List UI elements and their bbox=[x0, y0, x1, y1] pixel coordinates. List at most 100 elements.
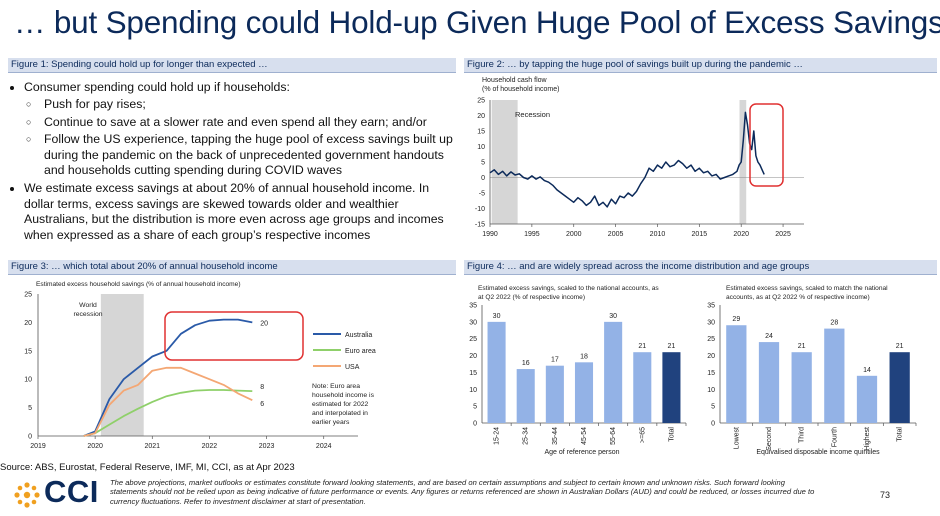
fig4-right-xlabel: Equivalised disposable income quintiles bbox=[756, 449, 880, 456]
fig3-highlight-box bbox=[164, 311, 304, 361]
household-cash-flow-chart: Household cash flow (% of household inco… bbox=[475, 77, 804, 238]
bullet-2-text: We estimate excess savings at about 20% … bbox=[24, 181, 444, 242]
fig2-ylabel-line-1: Household cash flow bbox=[482, 77, 548, 84]
fig2-y-tick-label: 15 bbox=[477, 129, 485, 136]
fig2-x-tick-label: 1995 bbox=[524, 231, 540, 238]
fig4-left-category-label: >=65 bbox=[639, 427, 646, 443]
fig2-x-tick-label: 2005 bbox=[608, 231, 624, 238]
fig4-left-data-label: 16 bbox=[522, 360, 530, 367]
fig4-left-bar bbox=[487, 321, 506, 423]
fig3-x-tick-label: 2023 bbox=[259, 443, 275, 450]
source-note: Source: ABS, Eurostat, Federal Reserve, … bbox=[0, 462, 295, 473]
excess-savings-bar-charts: Estimated excess savings, scaled to the … bbox=[469, 285, 917, 456]
fig4-left-y-tick-label: 0 bbox=[473, 421, 477, 428]
fig3-legend: Australia Euro area USA bbox=[313, 332, 376, 371]
fig3-series-line-euro-area bbox=[83, 389, 253, 437]
fig4-right-y-tick-label: 15 bbox=[707, 370, 715, 377]
disclaimer: The above projections, market outlooks o… bbox=[110, 478, 815, 506]
fig4-right-title-2: accounts, as at Q2 2022 % of respective … bbox=[726, 294, 870, 301]
fig4-right-y-tick-label: 25 bbox=[707, 336, 715, 343]
fig4-left-category-label: 25-34 bbox=[523, 427, 530, 445]
fig4-left-bar bbox=[633, 352, 652, 423]
fig4-right-category-label: Fourth bbox=[831, 427, 838, 447]
slide-title: … but Spending could Hold-up Given Huge … bbox=[14, 4, 940, 40]
fig3-y-tick-label: 5 bbox=[28, 405, 32, 412]
fig4-right-bar bbox=[824, 328, 845, 423]
fig4-left-category-label: 45-54 bbox=[581, 427, 588, 445]
fig3-x-tick-label: 2019 bbox=[30, 443, 46, 450]
fig4-left-data-label: 17 bbox=[551, 357, 559, 364]
fig4-left-y-tick-label: 35 bbox=[469, 303, 477, 310]
fig4-right-bar bbox=[758, 342, 780, 423]
fig4-right-category-label: Third bbox=[799, 427, 806, 443]
fig4-right-category-label: Second bbox=[766, 427, 773, 451]
fig4-right-bar bbox=[856, 375, 878, 423]
fig4-left-data-label: 21 bbox=[668, 343, 676, 350]
fig3-recession-label-2: recession bbox=[73, 311, 102, 318]
fig2-y-tick-label: -5 bbox=[479, 191, 485, 198]
fig2-x-tick-label: 1990 bbox=[482, 231, 498, 238]
fig4-right-data-label: 21 bbox=[798, 343, 806, 350]
figure-3-header: Figure 3: … which total about 20% of ann… bbox=[8, 260, 456, 275]
fig3-y-tick-label: 25 bbox=[24, 292, 32, 299]
figure-1-header: Figure 1: Spending could hold up for lon… bbox=[8, 58, 456, 73]
fig3-note-line-1: Note: Euro area bbox=[312, 383, 360, 390]
fig2-y-tick-label: 5 bbox=[481, 160, 485, 167]
legend-label-euro-area: Euro area bbox=[345, 348, 376, 355]
excess-savings-line-chart: Estimated excess household savings (% of… bbox=[24, 281, 376, 450]
fig4-right-category-label: Lowest bbox=[733, 427, 740, 449]
fig4-right-bar bbox=[791, 352, 812, 423]
fig4-left-bar bbox=[574, 362, 594, 423]
fig3-y-tick-label: 10 bbox=[24, 377, 32, 384]
fig2-y-tick-label: 10 bbox=[477, 144, 485, 151]
fig3-x-tick-label: 2020 bbox=[87, 443, 103, 450]
fig2-highlight-box bbox=[749, 103, 784, 187]
fig3-end-label: 20 bbox=[260, 320, 268, 327]
fig2-y-tick-label: 0 bbox=[481, 175, 485, 182]
fig4-left-bar bbox=[662, 352, 681, 423]
fig3-end-label: 8 bbox=[260, 384, 264, 391]
legend-label-usa: USA bbox=[345, 364, 360, 371]
fig4-left-y-tick-label: 15 bbox=[469, 370, 477, 377]
fig4-right-data-label: 24 bbox=[765, 333, 773, 340]
fig4-left-title-2: at Q2 2022 (% of respective income) bbox=[478, 294, 585, 301]
fig2-x-tick-label: 2015 bbox=[692, 231, 708, 238]
legend-label-australia: Australia bbox=[345, 332, 372, 339]
fig4-right-data-label: 14 bbox=[863, 367, 871, 374]
fig4-left-category-label: 55-64 bbox=[610, 427, 617, 445]
fig4-left-data-label: 18 bbox=[580, 353, 588, 360]
cci-logo-text: CCI bbox=[44, 474, 99, 509]
fig4-right-y-tick-label: 20 bbox=[707, 353, 715, 360]
fig3-x-tick-label: 2021 bbox=[144, 443, 160, 450]
fig2-series-line bbox=[489, 111, 765, 208]
fig4-left-y-tick-label: 5 bbox=[473, 404, 477, 411]
fig4-left-y-tick-label: 30 bbox=[469, 319, 477, 326]
fig3-ylabel: Estimated excess household savings (% of… bbox=[36, 281, 241, 288]
fig2-x-tick-label: 2020 bbox=[733, 231, 749, 238]
fig4-left-bar bbox=[545, 365, 564, 423]
page-number: 73 bbox=[880, 490, 891, 500]
fig2-ylabel-line-2: (% of household income) bbox=[482, 86, 559, 93]
commentary-bullets: Consumer spending could hold up if house… bbox=[8, 80, 453, 246]
fig4-right-bar bbox=[726, 325, 747, 423]
fig4-left-xlabel: Age of reference person bbox=[544, 449, 619, 456]
fig3-x-tick-label: 2024 bbox=[316, 443, 332, 450]
fig2-y-tick-label: -10 bbox=[475, 206, 485, 213]
fig4-right-y-tick-label: 5 bbox=[711, 404, 715, 411]
fig4-left-bar bbox=[604, 321, 623, 423]
fig2-recession-label: Recession bbox=[515, 110, 550, 119]
sub-bullet-3: ○ Follow the US experience, tapping the h… bbox=[26, 132, 453, 178]
fig4-left-data-label: 21 bbox=[638, 343, 646, 350]
fig3-series-line-usa bbox=[83, 366, 253, 437]
fig3-note-line-4: and interpolated in bbox=[312, 410, 368, 417]
sub-bullet-1: ○ Push for pay rises; bbox=[26, 97, 146, 112]
fig2-y-tick-label: 20 bbox=[477, 113, 485, 120]
fig4-right-y-tick-label: 35 bbox=[707, 303, 715, 310]
bullet-1-text: Consumer spending could hold up if house… bbox=[24, 80, 290, 94]
fig3-y-tick-label: 15 bbox=[24, 348, 32, 355]
fig2-covid-shading bbox=[739, 100, 747, 224]
fig4-right-data-label: 29 bbox=[732, 316, 740, 323]
bullet-1: Consumer spending could hold up if house… bbox=[24, 80, 453, 178]
fig4-left-data-label: 30 bbox=[609, 313, 617, 320]
cci-logo-mark bbox=[14, 482, 40, 508]
